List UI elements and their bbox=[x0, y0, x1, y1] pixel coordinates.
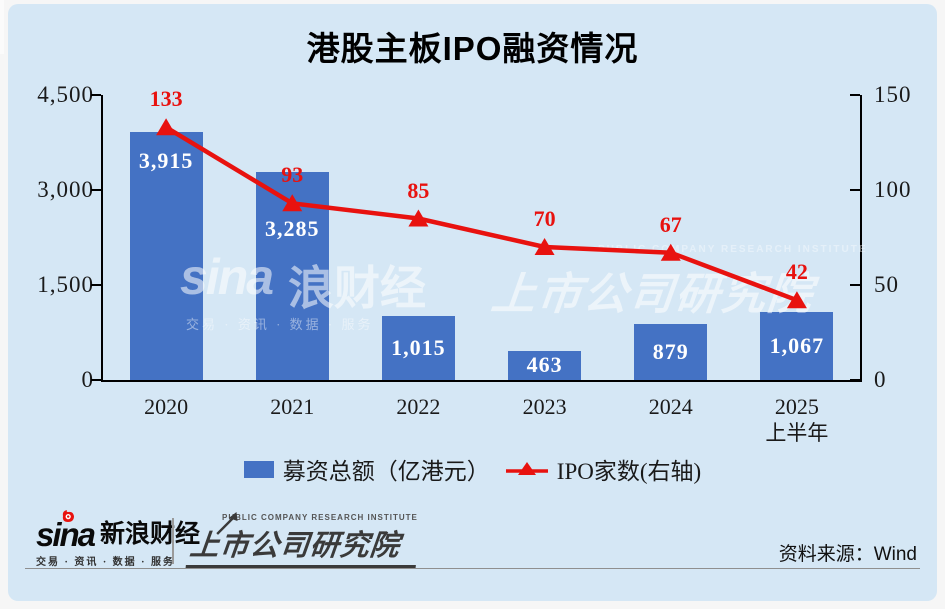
right-axis-tick-mark bbox=[850, 379, 860, 381]
left-axis-tick-mark bbox=[91, 379, 101, 381]
institute-logo: PUBLIC COMPANY RESEARCH INSTITUTE 上市公司研究… bbox=[185, 512, 421, 568]
arrow-up-icon bbox=[216, 512, 238, 535]
x-axis-category-label: 2020 bbox=[144, 394, 189, 419]
line-value-label: 42 bbox=[785, 259, 808, 285]
legend-item-line: IPO家数(右轴) bbox=[505, 452, 702, 486]
bar-2022 bbox=[381, 315, 455, 380]
bar-2025 bbox=[760, 312, 834, 380]
sina-eye-icon bbox=[62, 510, 74, 522]
sina-finance-name: 新浪财经 bbox=[100, 521, 201, 548]
left-axis-tick-mark bbox=[91, 94, 101, 96]
left-axis-tick-label: 0 bbox=[81, 367, 94, 392]
line-marker-triangle bbox=[408, 209, 429, 227]
left-axis-tick-mark bbox=[91, 284, 101, 286]
footer-rule bbox=[25, 568, 920, 569]
line-value-label: 70 bbox=[533, 206, 556, 231]
line-marker-triangle bbox=[534, 238, 555, 255]
bar-value-label: 3,285 bbox=[265, 216, 320, 242]
bar-2024 bbox=[634, 324, 708, 380]
x-axis-category-label: 2024 bbox=[648, 394, 693, 419]
footer-logo-divider bbox=[172, 518, 174, 564]
sina-finance-logo: sina 新浪财经 交易 · 资讯 · 数据 · 服务 bbox=[36, 510, 201, 568]
left-axis-line bbox=[101, 95, 103, 382]
line-series-label: IPO家数(右轴) bbox=[556, 459, 702, 484]
line-marker-triangle bbox=[786, 291, 807, 309]
left-axis-tick-label: 3,000 bbox=[37, 177, 94, 202]
left-axis-tick-label: 4,500 bbox=[37, 82, 94, 107]
x-axis-line bbox=[101, 380, 862, 382]
bar-value-label: 463 bbox=[526, 352, 563, 378]
bar-series-label: 募资总额（亿港元） bbox=[282, 459, 490, 484]
bar-value-label: 3,915 bbox=[138, 148, 194, 174]
x-axis-category-label: 2023 bbox=[522, 394, 567, 419]
line-marker-triangle bbox=[660, 243, 681, 261]
bar-2023 bbox=[508, 350, 582, 380]
line-series-marker-icon bbox=[505, 462, 548, 475]
left-axis-tick-mark bbox=[91, 189, 101, 191]
right-axis-tick-label: 50 bbox=[874, 272, 899, 297]
plot-area: 3,915 2020 3,285 2021 1,015 2022 463 2023 879 202… bbox=[91, 86, 860, 445]
sina-tagline: 交易 · 资讯 · 数据 · 服务 bbox=[36, 557, 176, 568]
right-axis-labels: 150 100 50 0 bbox=[874, 82, 938, 392]
institute-en-label: PUBLIC COMPANY RESEARCH INSTITUTE bbox=[222, 513, 418, 522]
chart-title: 港股主板IPO融资情况 bbox=[306, 30, 639, 67]
right-axis-tick-mark bbox=[850, 94, 860, 96]
line-marker-triangle bbox=[156, 118, 177, 136]
left-axis-tick-label: 1,500 bbox=[37, 272, 94, 297]
legend-item-bar: 募资总额（亿港元） bbox=[243, 452, 490, 486]
bar-value-label: 1,067 bbox=[769, 333, 825, 359]
bar-2020 bbox=[129, 132, 203, 380]
line-value-label: 133 bbox=[149, 86, 183, 112]
bar-series-swatch bbox=[243, 460, 274, 478]
x-axis-category-label: 2022 bbox=[396, 394, 441, 419]
right-axis-tick-label: 100 bbox=[874, 177, 912, 202]
data-source-label: 资料来源：Wind bbox=[778, 544, 917, 565]
sina-wordmark: sina bbox=[36, 510, 96, 551]
bar-value-label: 1,015 bbox=[391, 334, 446, 360]
right-axis-tick-label: 0 bbox=[874, 367, 887, 392]
x-axis-category-label: 2021 bbox=[270, 394, 315, 419]
legend: 募资总额（亿港元） IPO家数(右轴) bbox=[0, 452, 945, 486]
line-value-label: 93 bbox=[281, 162, 304, 188]
x-axis-category-label: 2025 上半年 bbox=[765, 394, 829, 445]
bar-value-label: 879 bbox=[652, 339, 689, 365]
right-axis-tick-label: 150 bbox=[874, 82, 912, 107]
right-axis-tick-mark bbox=[850, 189, 860, 191]
right-axis-tick-mark bbox=[850, 284, 860, 286]
line-value-label: 85 bbox=[407, 177, 430, 203]
line-series bbox=[156, 118, 807, 309]
line-value-label: 67 bbox=[659, 211, 682, 237]
institute-name: 上市公司研究院 bbox=[185, 512, 421, 568]
left-axis-labels: 4,500 3,000 1,500 0 bbox=[8, 82, 94, 392]
right-axis-line bbox=[860, 95, 862, 382]
line-marker-triangle bbox=[282, 194, 303, 212]
